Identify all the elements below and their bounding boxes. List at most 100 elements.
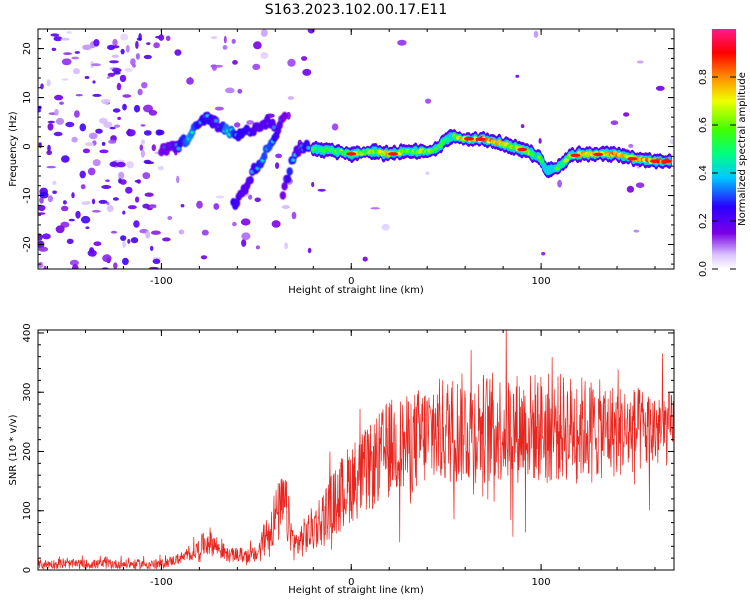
bottom-x-axis-label: Height of straight line (km) — [288, 585, 424, 596]
noise-blob — [241, 239, 247, 247]
noise-blob — [72, 264, 79, 269]
noise-blob — [158, 34, 165, 41]
noise-blob — [101, 141, 106, 146]
noise-blob — [136, 37, 142, 41]
noise-blob — [106, 201, 110, 206]
x-tick-label: 100 — [532, 577, 551, 588]
noise-blob — [151, 144, 156, 152]
y-tick-label: 300 — [22, 383, 33, 402]
noise-blob — [127, 128, 131, 137]
noise-blob — [156, 129, 165, 136]
noise-blob — [38, 261, 44, 268]
noise-blob — [47, 144, 51, 152]
noise-blob — [84, 76, 90, 79]
ridge-core — [537, 155, 542, 160]
noise-blob — [93, 241, 102, 246]
noise-blob — [287, 58, 296, 67]
y-tick-label: 400 — [22, 323, 33, 342]
colorbar-tick-label: 0.2 — [698, 213, 709, 229]
noise-blob — [232, 221, 237, 227]
ridge-core — [433, 146, 438, 151]
y-tick-label: 10 — [22, 91, 33, 104]
noise-blob — [302, 68, 312, 76]
noise-blob — [38, 246, 49, 252]
ridge-core — [445, 138, 450, 143]
noise-blob — [100, 98, 111, 105]
noise-blob — [79, 170, 86, 179]
noise-blob — [51, 47, 57, 52]
ridge-peak — [593, 152, 604, 157]
noise-blob — [425, 98, 432, 104]
ridge-peak — [346, 152, 357, 156]
colorbar-tick-label: 0.6 — [698, 117, 709, 133]
noise-blob — [109, 161, 118, 167]
noise-blob — [237, 88, 243, 94]
noise-blob — [153, 42, 160, 49]
noise-blob — [61, 155, 70, 163]
noise-blob — [108, 139, 117, 144]
noise-blob — [54, 108, 59, 116]
x-tick-label: 100 — [532, 276, 551, 287]
noise-blob — [557, 179, 562, 188]
noise-blob — [112, 38, 118, 47]
noise-blob — [69, 259, 79, 266]
noise-blob — [307, 247, 312, 254]
noise-blob — [92, 80, 96, 84]
bottom-axes: -100 0 100 0 100 200 300 400 — [22, 323, 674, 588]
noise-blob — [135, 40, 139, 49]
noise-blob — [140, 124, 146, 127]
noise-blob — [165, 35, 171, 41]
noise-blob — [93, 39, 100, 47]
noise-blob — [127, 238, 131, 244]
ridge-core — [429, 148, 434, 153]
noise-blob — [225, 87, 235, 94]
x-tick-label: 0 — [348, 276, 354, 287]
noise-blob — [80, 215, 91, 224]
noise-blob — [118, 171, 125, 180]
noise-blob — [141, 82, 148, 89]
noise-blob — [120, 235, 127, 241]
noise-blob — [281, 205, 290, 209]
noise-blob — [143, 159, 152, 164]
noise-blob — [538, 138, 542, 144]
y-tick-label: 0 — [22, 567, 33, 573]
noise-blob — [626, 185, 635, 193]
noise-blob — [98, 199, 108, 204]
noise-blob — [139, 144, 144, 151]
noise-blob — [50, 33, 60, 37]
y-tick-label: 0 — [22, 143, 33, 149]
noise-blob — [71, 192, 75, 199]
noise-blob — [102, 254, 112, 263]
noise-blob — [92, 93, 102, 97]
noise-blob — [533, 30, 539, 38]
noise-blob — [52, 180, 57, 185]
ridge-peak — [388, 152, 398, 156]
noise-blob — [68, 218, 75, 222]
noise-blob — [85, 142, 94, 147]
noise-blob — [134, 179, 140, 183]
chart-title: S163.2023.102.00.17.E11 — [265, 2, 448, 18]
noise-blob — [53, 36, 63, 42]
noise-blob — [99, 117, 108, 124]
noise-blob — [142, 203, 150, 209]
noise-blob — [52, 190, 57, 194]
noise-blob — [60, 205, 69, 212]
ridge-peak — [650, 159, 660, 163]
colorbar-gradient — [712, 29, 736, 269]
noise-blob — [252, 63, 261, 70]
y-tick-label: 100 — [22, 501, 33, 520]
top-x-axis-label: Height of straight line (km) — [288, 285, 424, 296]
noise-blob — [113, 45, 120, 49]
noise-blob — [119, 179, 127, 185]
snr-plot-area — [38, 330, 674, 570]
noise-blob — [152, 258, 161, 264]
noise-blob — [122, 210, 126, 215]
noise-blob — [92, 159, 101, 167]
noise-blob — [135, 53, 140, 60]
noise-blob — [105, 179, 110, 182]
ridge-core — [324, 147, 329, 152]
noise-blob — [65, 121, 75, 128]
noise-blob — [669, 138, 674, 145]
